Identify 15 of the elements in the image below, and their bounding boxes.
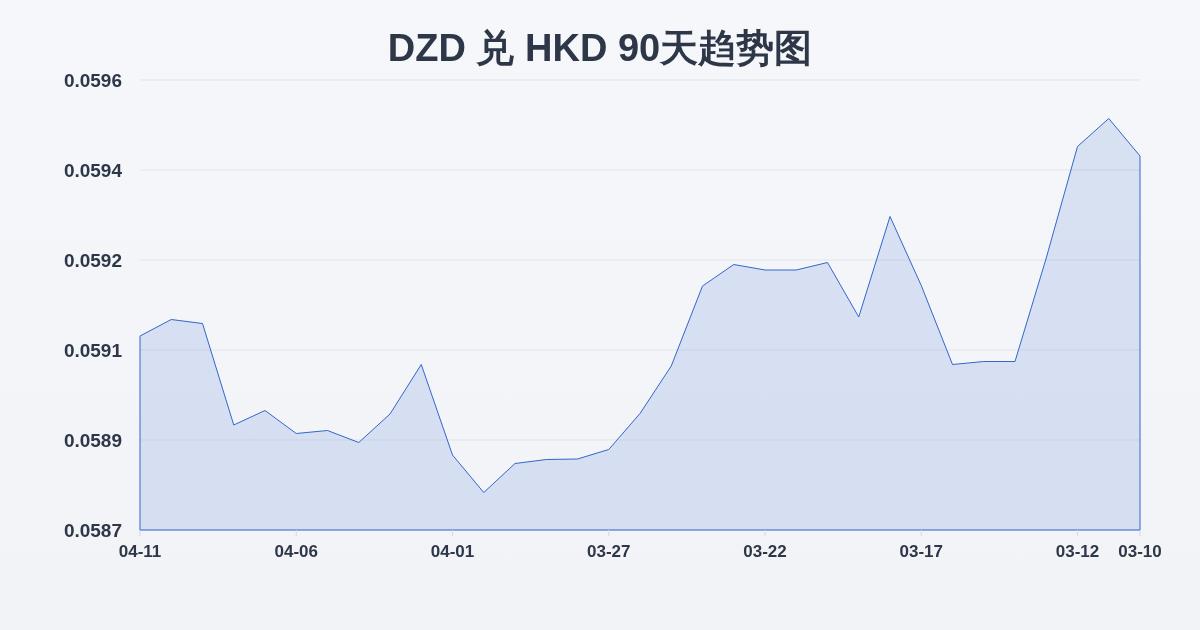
y-tick-label: 0.0594 xyxy=(63,159,123,181)
x-tick-label: 03-17 xyxy=(899,542,943,561)
y-tick-label: 0.0591 xyxy=(63,339,123,361)
x-tick-label: 03-12 xyxy=(1055,542,1100,561)
x-tick-label: 03-10 xyxy=(1118,542,1162,561)
y-tick-label: 0.0589 xyxy=(63,429,122,451)
x-tick-label: 03-22 xyxy=(743,542,787,561)
x-tick-label: 04-06 xyxy=(274,542,318,561)
x-tick-label: 04-01 xyxy=(430,542,475,561)
y-tick-label: 0.0592 xyxy=(63,249,122,271)
y-tick-label: 0.0596 xyxy=(63,69,122,91)
y-tick-label: 0.0587 xyxy=(63,519,122,541)
x-tick-label: 03-27 xyxy=(587,542,631,561)
chart-title: DZD 兑 HKD 90天趋势图 xyxy=(387,27,813,69)
x-tick-label: 04-11 xyxy=(118,542,162,561)
